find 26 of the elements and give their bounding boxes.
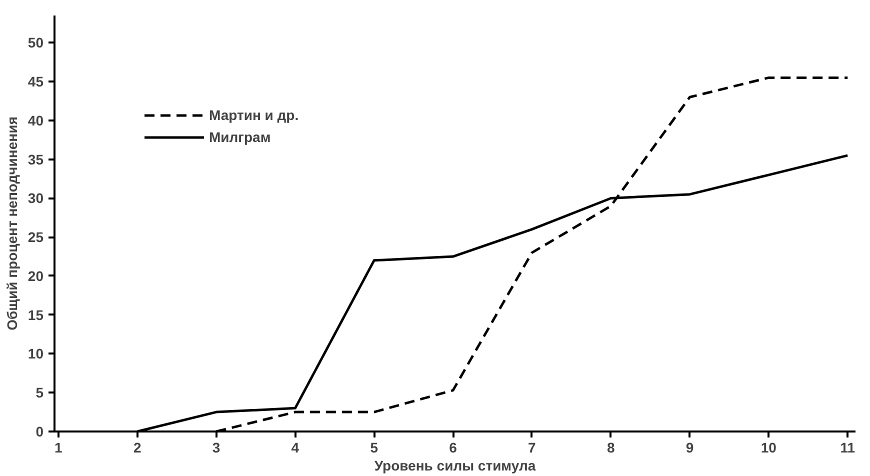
x-axis-title: Уровень силы стимула bbox=[374, 458, 536, 474]
y-tick-label: 20 bbox=[28, 268, 44, 284]
x-tick-label: 10 bbox=[760, 440, 777, 456]
x-tick-label: 11 bbox=[840, 440, 856, 456]
legend-label: Мартин и др. bbox=[209, 107, 299, 123]
x-tick-label: 5 bbox=[370, 440, 378, 456]
y-tick-label: 45 bbox=[28, 74, 44, 90]
y-tick-label: 5 bbox=[36, 384, 44, 401]
x-tick-label: 6 bbox=[449, 440, 458, 456]
y-tick-label: 30 bbox=[28, 190, 44, 206]
x-tick-label: 7 bbox=[528, 440, 536, 456]
y-tick-label: 35 bbox=[28, 151, 44, 168]
legend-label: Милграм bbox=[209, 129, 271, 145]
y-tick-label: 10 bbox=[28, 346, 44, 362]
x-tick-label: 1 bbox=[54, 440, 63, 456]
x-tick-label: 8 bbox=[606, 440, 615, 456]
y-tick-label: 15 bbox=[28, 306, 44, 323]
y-tick-label: 40 bbox=[28, 112, 44, 128]
x-tick-label: 4 bbox=[291, 440, 300, 456]
x-tick-label: 9 bbox=[686, 440, 694, 456]
x-tick-label: 3 bbox=[212, 440, 220, 456]
y-tick-label: 25 bbox=[28, 229, 44, 246]
y-tick-label: 0 bbox=[36, 424, 44, 440]
x-tick-label: 2 bbox=[133, 440, 142, 456]
y-axis-title: Общий процент неподчинения bbox=[4, 116, 20, 330]
y-tick-label: 50 bbox=[28, 34, 44, 51]
